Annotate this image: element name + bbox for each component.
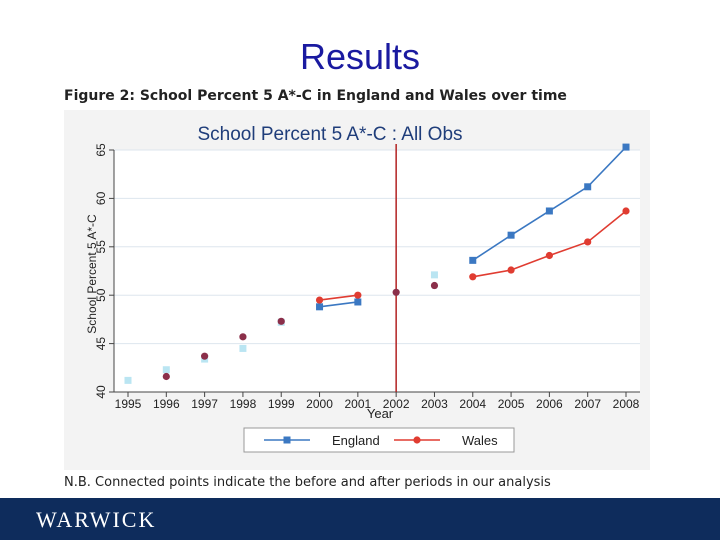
y-tick-label: 45 — [94, 337, 108, 351]
data-point-england — [469, 256, 477, 264]
legend-marker-wales — [413, 436, 421, 444]
footer-bar: WARWICK — [0, 498, 720, 540]
x-tick-label: 1995 — [115, 397, 142, 411]
data-point-wales — [239, 333, 247, 341]
legend-marker-england — [283, 436, 291, 444]
x-tick-label: 1999 — [268, 397, 295, 411]
y-tick-label: 50 — [94, 288, 108, 302]
data-point-england — [545, 207, 553, 215]
legend: England Wales — [243, 427, 515, 453]
data-point-wales — [622, 207, 630, 215]
x-tick-label: 1998 — [230, 397, 257, 411]
x-tick-label: 1997 — [191, 397, 218, 411]
data-point-wales — [277, 317, 285, 325]
series-line-wales — [319, 294, 358, 301]
x-tick-label: 2008 — [613, 397, 640, 411]
chart-title: School Percent 5 A*-C : All Obs — [197, 124, 462, 145]
figure-panel: School Percent 5 A*-C : All Obs 40 45 50 55… — [64, 110, 650, 470]
series-line-england — [319, 301, 358, 308]
legend-label-england: England — [332, 433, 380, 448]
x-tick-label: 2003 — [421, 397, 448, 411]
data-point-wales — [315, 296, 324, 304]
y-tick-label: 40 — [94, 385, 108, 399]
y-tick-label: 55 — [94, 240, 108, 254]
x-axis-label: Year — [367, 406, 394, 421]
data-point-wales — [354, 291, 362, 299]
data-point-wales — [430, 281, 439, 290]
y-tick-label: 65 — [94, 143, 108, 157]
legend-label-wales: Wales — [462, 433, 498, 448]
data-point-england — [316, 303, 324, 311]
x-tick-label: 2000 — [306, 397, 333, 411]
data-point-wales — [392, 288, 400, 296]
x-tick-label: 2007 — [574, 397, 601, 411]
data-point-england — [430, 271, 438, 279]
data-point-wales — [545, 251, 553, 260]
x-tick-label: 2002 — [383, 397, 410, 411]
figure-note: N.B. Connected points indicate the befor… — [64, 475, 551, 490]
data-point-england — [162, 366, 170, 374]
data-point-wales — [201, 352, 209, 360]
axis-layer: 40 45 50 55 60 65 1995 1996 1997 1998 1999 2000 2001… — [94, 143, 640, 411]
x-tick-label: 2004 — [459, 397, 486, 411]
data-point-wales — [584, 238, 592, 246]
figure-caption: Figure 2: School Percent 5 A*-C in Engla… — [64, 88, 567, 104]
y-axis-label: School Percent 5 A*-C — [85, 214, 99, 334]
data-point-england — [239, 344, 247, 352]
x-tick-label: 2001 — [344, 397, 371, 411]
series-layer — [124, 143, 630, 392]
data-point-wales — [469, 273, 477, 281]
warwick-logo: WARWICK — [36, 507, 157, 532]
y-tick-label: 60 — [94, 191, 108, 205]
data-point-england — [124, 376, 132, 384]
x-tick-label: 2006 — [536, 397, 563, 411]
data-point-england — [354, 298, 362, 306]
plot-area — [114, 150, 640, 392]
x-tick-label: 2005 — [498, 397, 525, 411]
chart: School Percent 5 A*-C : All Obs 40 45 50 55… — [85, 124, 640, 453]
data-point-england — [584, 183, 592, 191]
legend-items: England Wales — [264, 433, 498, 448]
x-tick-label: 1996 — [153, 397, 180, 411]
data-point-england — [507, 231, 515, 239]
data-point-wales — [162, 372, 170, 381]
data-point-england — [622, 143, 630, 151]
data-point-wales — [507, 266, 515, 274]
slide-title: Results — [299, 36, 421, 77]
